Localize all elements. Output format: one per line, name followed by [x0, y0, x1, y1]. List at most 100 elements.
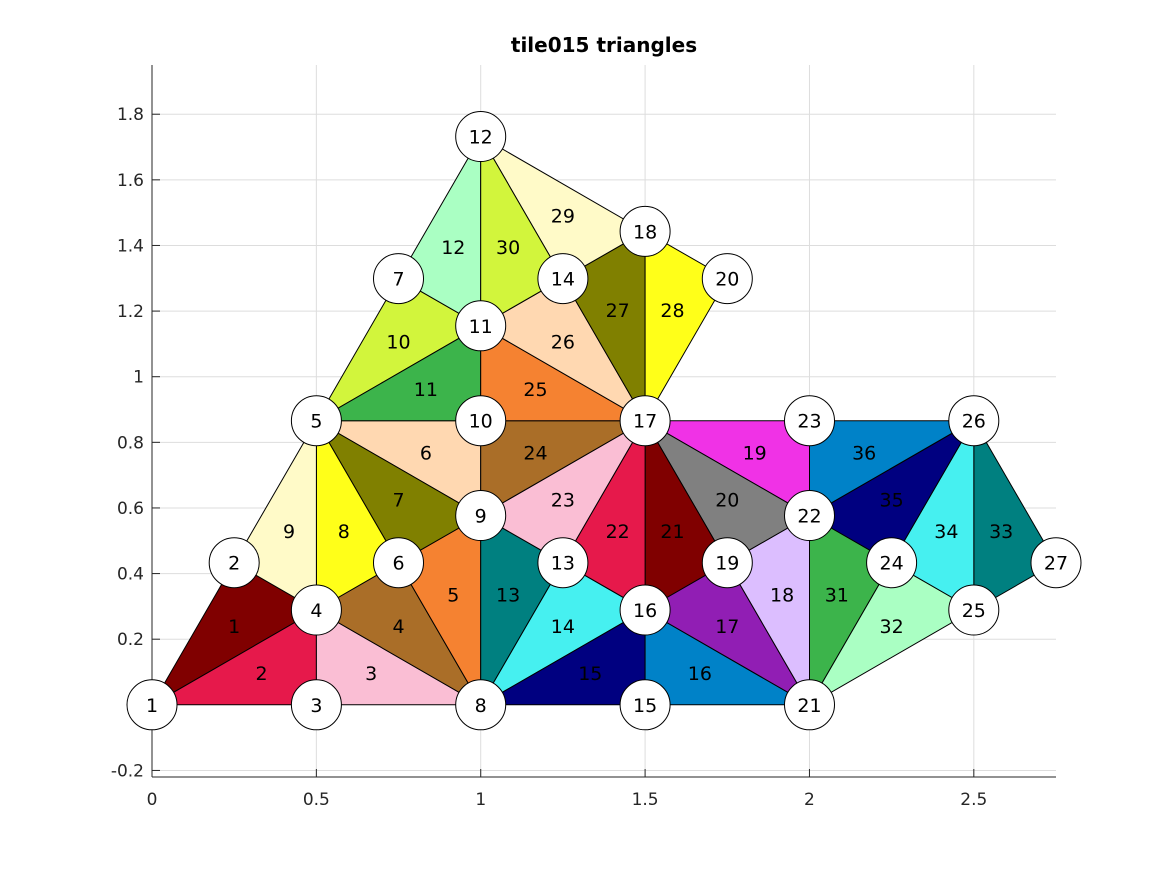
node-label: 16: [633, 600, 657, 622]
triangle-label: 3: [365, 663, 377, 685]
node-circle: [455, 395, 507, 447]
triangle-label: 27: [606, 300, 630, 322]
y-tick-label: 1.4: [117, 236, 144, 256]
y-tick-label: 1.2: [117, 302, 144, 322]
nodes: 1234567891011121314151617181920212223242…: [126, 111, 1082, 731]
triangle-label: 20: [715, 490, 739, 512]
node-circle: [948, 584, 1000, 636]
triangle-label: 28: [660, 300, 684, 322]
axes: 0 0.5 1 1.5 2 2.5 -0.2 0.2 0.4 0.6 0.8 1 1.2 1.4 1.6 1.…: [111, 65, 1056, 810]
x-tick-label: 2: [804, 790, 815, 810]
node-label: 1: [146, 695, 158, 717]
node-circle: [373, 253, 424, 305]
node-label: 20: [715, 269, 739, 291]
triangle-label: 26: [551, 332, 575, 354]
node-circle: [537, 537, 589, 589]
node-circle: [455, 300, 507, 352]
node-label: 10: [469, 411, 493, 433]
triangle-label: 22: [606, 521, 630, 543]
node-circle: [537, 253, 589, 305]
node-label: 23: [797, 411, 821, 433]
triangle-label: 12: [441, 237, 465, 259]
triangle-label: 17: [715, 616, 739, 638]
node-label: 14: [551, 269, 575, 291]
node-label: 21: [797, 695, 821, 717]
triangle-label: 33: [989, 521, 1013, 543]
node-label: 4: [310, 600, 322, 622]
node-circle: [701, 253, 753, 305]
node-label: 26: [962, 411, 986, 433]
triangle-label: 7: [392, 490, 404, 512]
triangle-label: 25: [523, 379, 547, 401]
triangle-label: 29: [551, 206, 575, 228]
node-circle: [455, 490, 507, 541]
triangle-label: 19: [743, 442, 767, 464]
triangle-label: 5: [447, 584, 459, 606]
node-label: 9: [475, 506, 487, 528]
triangle-label: 18: [770, 584, 794, 606]
x-tick-label: 1: [475, 790, 486, 810]
node-label: 12: [469, 127, 493, 149]
triangle-label: 32: [880, 616, 904, 638]
triangle-label: 11: [414, 379, 438, 401]
node-circle: [866, 537, 918, 589]
node-label: 15: [633, 695, 657, 717]
node-circle: [784, 395, 835, 447]
y-tick-label: 0.6: [117, 499, 144, 519]
node-label: 8: [475, 695, 487, 717]
node-label: 25: [962, 600, 986, 622]
node-label: 24: [880, 553, 904, 575]
node-label: 2: [228, 553, 240, 575]
node-circle: [290, 679, 342, 731]
node-circle: [373, 537, 424, 589]
triangle-label: 9: [283, 521, 295, 543]
node-circle: [290, 584, 342, 636]
node-circle: [455, 111, 507, 162]
node-label: 18: [633, 221, 657, 243]
node-label: 22: [797, 506, 821, 528]
node-circle: [619, 205, 671, 257]
node-circle: [1030, 537, 1082, 589]
triangle-label: 10: [386, 332, 410, 354]
x-tick-label: 0: [147, 790, 158, 810]
triangle-label: 2: [256, 663, 268, 685]
triangle-label: 23: [551, 490, 575, 512]
y-tick-label: 1.6: [117, 171, 144, 191]
node-label: 17: [633, 411, 657, 433]
triangle-label: 36: [852, 442, 876, 464]
node-circle: [619, 679, 671, 731]
triangle-label: 4: [392, 616, 404, 638]
y-tick-label: 0.4: [117, 565, 144, 585]
node-circle: [948, 395, 1000, 447]
triangle-label: 6: [420, 442, 432, 464]
triangle-label: 34: [934, 521, 958, 543]
y-tick-label: 1.8: [117, 105, 144, 125]
node-circle: [701, 537, 753, 589]
triangle-label: 30: [496, 237, 520, 259]
x-tick-label: 2.5: [960, 790, 987, 810]
node-label: 6: [392, 553, 404, 575]
triangle-label: 31: [825, 584, 849, 606]
node-circle: [126, 679, 178, 731]
node-circle: [784, 490, 835, 541]
triangle-label: 14: [551, 616, 575, 638]
node-label: 5: [310, 411, 322, 433]
node-label: 11: [469, 316, 493, 338]
triangle-label: 13: [496, 584, 520, 606]
triangle-label: 15: [578, 663, 602, 685]
y-tick-label: 0.2: [117, 630, 144, 650]
node-label: 27: [1044, 553, 1068, 575]
triangle-label: 16: [688, 663, 712, 685]
triangle-label: 24: [523, 442, 547, 464]
node-label: 3: [310, 695, 322, 717]
node-circle: [619, 584, 671, 636]
x-tick-label: 0.5: [303, 790, 330, 810]
node-circle: [619, 395, 671, 447]
node-label: 13: [551, 553, 575, 575]
node-circle: [208, 537, 260, 589]
node-circle: [455, 679, 507, 731]
x-tick-label: 1.5: [632, 790, 659, 810]
y-tick-label: -0.2: [111, 761, 144, 781]
